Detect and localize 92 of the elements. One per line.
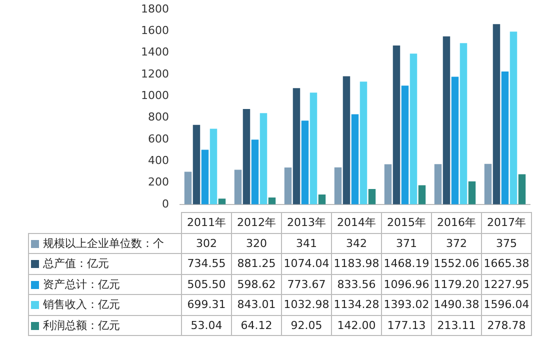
- bar: [284, 167, 292, 204]
- y-tick-label: 1600: [141, 24, 169, 38]
- bar: [251, 140, 259, 204]
- data-label: 1552.06: [432, 254, 482, 274]
- bar: [434, 164, 442, 204]
- data-label: 302: [182, 233, 232, 254]
- legend-label: 利润总额：亿元: [43, 318, 120, 332]
- y-tick-label: 800: [148, 110, 169, 124]
- data-label: 371: [382, 233, 432, 254]
- bar: [451, 76, 459, 204]
- data-label: 372: [432, 233, 482, 254]
- x-tick-label: 2017年: [482, 212, 532, 233]
- bar: [342, 76, 350, 204]
- bar: [292, 88, 300, 204]
- data-label: 843.01: [232, 294, 282, 315]
- bar: [518, 174, 526, 204]
- data-label: 341: [282, 233, 332, 254]
- bar: [392, 46, 400, 204]
- bar: [268, 197, 276, 204]
- bar: [210, 128, 218, 204]
- data-label: 1074.04: [282, 254, 332, 274]
- bar: [260, 113, 268, 204]
- y-tick-label: 200: [148, 176, 169, 189]
- y-tick-label: 1000: [141, 89, 169, 102]
- bar: [510, 32, 518, 204]
- data-label: 342: [332, 233, 382, 254]
- bar: [310, 92, 318, 204]
- data-label: 53.04: [182, 315, 232, 336]
- y-tick-label: 0: [162, 197, 169, 210]
- bar: [468, 181, 476, 204]
- data-label: 1134.28: [332, 294, 382, 315]
- data-label: 1179.20: [432, 274, 482, 294]
- y-tick-label: 400: [148, 154, 169, 167]
- legend-label: 销售收入：亿元: [43, 298, 120, 312]
- data-label: 699.31: [182, 294, 232, 315]
- bar: [318, 194, 326, 204]
- y-tick-label: 1400: [141, 46, 169, 59]
- legend-label: 规模以上企业单位数：个: [43, 236, 164, 250]
- data-label: 64.12: [232, 315, 282, 336]
- data-label: 1227.95: [482, 274, 532, 294]
- bar: [201, 150, 209, 204]
- data-label: 1665.38: [482, 254, 532, 274]
- data-label: 1393.02: [382, 294, 432, 315]
- bar: [184, 172, 192, 204]
- data-label: 142.00: [332, 315, 382, 336]
- data-label: 598.62: [232, 274, 282, 294]
- y-tick-label: 1200: [141, 67, 169, 80]
- data-label: 278.78: [482, 315, 532, 336]
- data-label: 1490.38: [432, 294, 482, 315]
- bar: [442, 36, 450, 204]
- data-label: 1096.96: [382, 274, 432, 294]
- bar: [242, 109, 250, 204]
- data-label: 375: [482, 233, 532, 254]
- data-label: 1596.04: [482, 294, 532, 315]
- bar: [484, 164, 492, 204]
- bar: [360, 82, 368, 204]
- bar: [410, 54, 418, 204]
- data-label: 833.56: [332, 274, 382, 294]
- bar: [218, 198, 226, 204]
- y-tick-label: 1800: [141, 2, 169, 16]
- data-label: 213.11: [432, 315, 482, 336]
- bar: [234, 170, 242, 204]
- bar: [192, 124, 200, 204]
- bar: [501, 72, 509, 204]
- x-tick-label: 2013年: [282, 212, 332, 233]
- x-tick-label: 2015年: [382, 212, 432, 233]
- bar: [334, 167, 342, 204]
- data-label: 881.25: [232, 254, 282, 274]
- x-tick-label: 2014年: [332, 212, 382, 233]
- bar: [492, 24, 500, 204]
- data-label: 773.67: [282, 274, 332, 294]
- legend-label: 总产值：亿元: [43, 257, 109, 270]
- bar: [460, 43, 468, 204]
- data-label: 177.13: [382, 315, 432, 336]
- y-tick-label: 600: [148, 132, 169, 146]
- data-label: 1183.98: [332, 254, 382, 274]
- bar: [351, 114, 359, 204]
- bar: [418, 185, 426, 204]
- data-label: 320: [232, 233, 282, 254]
- x-tick-label: 2011年: [182, 212, 232, 233]
- bar: [301, 120, 309, 204]
- bar: [368, 189, 376, 204]
- data-label: 1032.98: [282, 294, 332, 315]
- data-label: 1468.19: [382, 254, 432, 274]
- bar: [384, 164, 392, 204]
- data-label: 92.05: [282, 315, 332, 336]
- x-tick-label: 2012年: [232, 212, 282, 233]
- legend-label: 资产总计：亿元: [43, 278, 120, 291]
- data-label: 505.50: [182, 274, 232, 294]
- bar: [401, 86, 409, 204]
- x-tick-label: 2016年: [432, 212, 482, 233]
- data-label: 734.55: [182, 254, 232, 274]
